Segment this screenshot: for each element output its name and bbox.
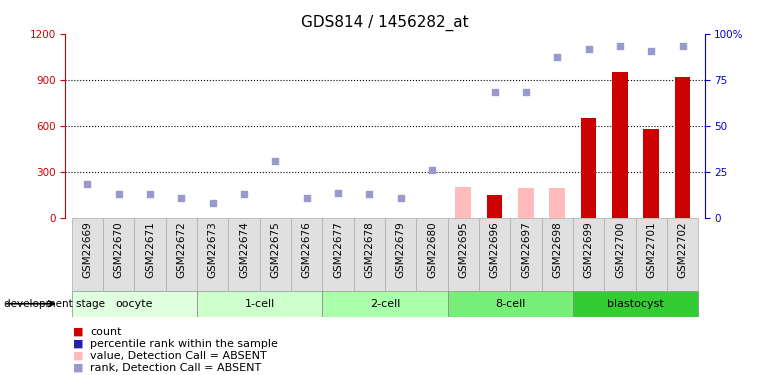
Text: ■: ■	[73, 363, 84, 373]
Point	[488, 89, 500, 95]
Text: value, Detection Call = ABSENT: value, Detection Call = ABSENT	[90, 351, 267, 361]
FancyBboxPatch shape	[385, 217, 417, 291]
FancyBboxPatch shape	[72, 217, 103, 291]
Text: rank, Detection Call = ABSENT: rank, Detection Call = ABSENT	[90, 363, 261, 373]
FancyBboxPatch shape	[573, 291, 698, 317]
FancyBboxPatch shape	[197, 217, 229, 291]
Point	[394, 195, 407, 201]
Point	[238, 191, 250, 197]
Text: GSM22697: GSM22697	[521, 221, 531, 278]
Text: GSM22677: GSM22677	[333, 221, 343, 278]
Text: GSM22695: GSM22695	[458, 221, 468, 278]
FancyBboxPatch shape	[511, 217, 541, 291]
FancyBboxPatch shape	[72, 291, 197, 317]
Text: oocyte: oocyte	[116, 299, 153, 309]
FancyBboxPatch shape	[291, 217, 323, 291]
Bar	[550, 188, 565, 218]
Point	[645, 48, 658, 54]
Bar	[675, 76, 691, 218]
Bar	[644, 129, 659, 217]
Text: 2-cell: 2-cell	[370, 299, 400, 309]
FancyBboxPatch shape	[447, 217, 479, 291]
Text: ■: ■	[73, 327, 84, 337]
Point	[582, 46, 594, 52]
Text: GSM22674: GSM22674	[239, 221, 249, 278]
Point	[551, 54, 564, 60]
FancyBboxPatch shape	[573, 217, 604, 291]
Text: 1-cell: 1-cell	[245, 299, 275, 309]
Point	[176, 195, 188, 201]
FancyBboxPatch shape	[197, 291, 323, 317]
FancyBboxPatch shape	[323, 217, 353, 291]
FancyBboxPatch shape	[259, 217, 291, 291]
Text: ■: ■	[73, 351, 84, 361]
Text: count: count	[90, 327, 122, 337]
Text: GSM22701: GSM22701	[646, 221, 656, 278]
FancyBboxPatch shape	[417, 217, 447, 291]
Point	[206, 200, 219, 206]
Title: GDS814 / 1456282_at: GDS814 / 1456282_at	[301, 15, 469, 31]
Text: 8-cell: 8-cell	[495, 299, 525, 309]
Text: ■: ■	[73, 339, 84, 349]
FancyBboxPatch shape	[479, 217, 511, 291]
Bar	[612, 72, 628, 217]
Text: GSM22670: GSM22670	[114, 221, 124, 278]
Text: GSM22673: GSM22673	[208, 221, 218, 278]
Point	[300, 195, 313, 201]
FancyBboxPatch shape	[103, 217, 135, 291]
Text: GSM22676: GSM22676	[302, 221, 312, 278]
Text: GSM22669: GSM22669	[82, 221, 92, 278]
Point	[677, 43, 689, 49]
Point	[81, 181, 93, 187]
Text: GSM22678: GSM22678	[364, 221, 374, 278]
Bar	[456, 187, 471, 218]
Bar	[581, 118, 597, 218]
FancyBboxPatch shape	[353, 217, 385, 291]
FancyBboxPatch shape	[447, 291, 573, 317]
Point	[332, 190, 344, 196]
Point	[112, 191, 125, 197]
FancyBboxPatch shape	[541, 217, 573, 291]
Text: GSM22679: GSM22679	[396, 221, 406, 278]
Point	[270, 158, 282, 164]
Text: percentile rank within the sample: percentile rank within the sample	[90, 339, 278, 349]
Point	[426, 167, 438, 173]
FancyBboxPatch shape	[135, 217, 166, 291]
FancyBboxPatch shape	[604, 217, 635, 291]
Text: GSM22698: GSM22698	[552, 221, 562, 278]
Text: blastocyst: blastocyst	[608, 299, 664, 309]
Point	[144, 191, 156, 197]
Bar	[487, 195, 503, 217]
Text: development stage: development stage	[4, 299, 105, 309]
Point	[363, 191, 376, 197]
Point	[614, 43, 626, 49]
Text: GSM22696: GSM22696	[490, 221, 500, 278]
Text: GSM22675: GSM22675	[270, 221, 280, 278]
Text: GSM22671: GSM22671	[145, 221, 155, 278]
FancyBboxPatch shape	[229, 217, 259, 291]
FancyBboxPatch shape	[323, 291, 447, 317]
Text: GSM22702: GSM22702	[678, 221, 688, 278]
Point	[520, 89, 532, 95]
FancyBboxPatch shape	[667, 217, 698, 291]
Text: GSM22700: GSM22700	[615, 221, 625, 278]
Text: GSM22672: GSM22672	[176, 221, 186, 278]
Bar	[518, 188, 534, 218]
Text: GSM22680: GSM22680	[427, 221, 437, 278]
FancyBboxPatch shape	[635, 217, 667, 291]
FancyBboxPatch shape	[166, 217, 197, 291]
Text: GSM22699: GSM22699	[584, 221, 594, 278]
